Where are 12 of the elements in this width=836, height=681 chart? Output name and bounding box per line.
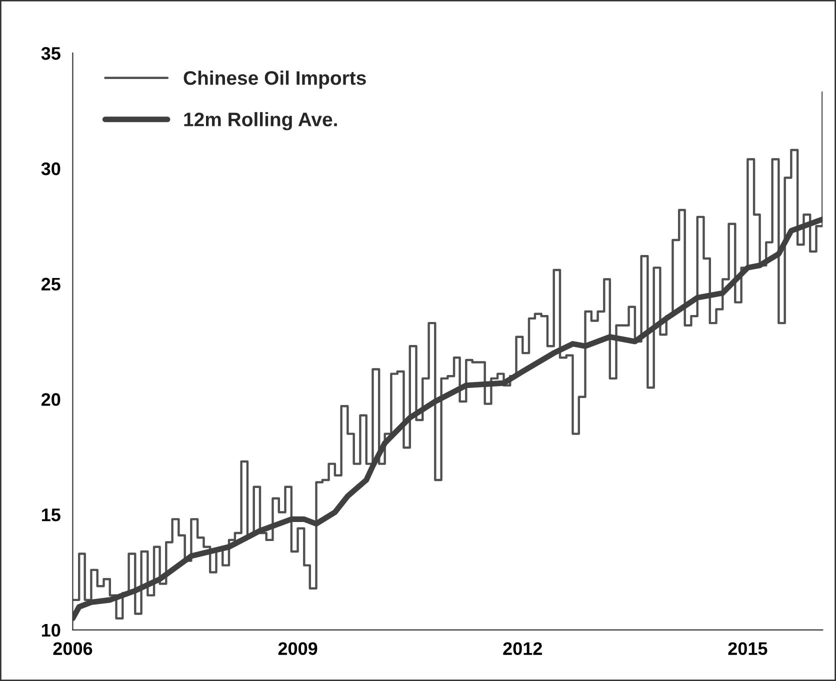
y-tick-label: 25 [41,278,60,291]
y-tick-label: 15 [42,508,60,522]
y-tick-label: 30 [41,162,60,176]
y-tick-label: 20 [41,393,60,406]
legend-label: 12m Rolling Ave. [184,112,337,130]
x-tick-label: 2006 [53,642,92,655]
x-tick-label: 2015 [728,642,768,655]
y-tick-label: 10 [42,624,60,637]
x-tick-label: 2012 [503,642,542,655]
legend-label: Chinese Oil Imports [184,70,366,89]
x-tick-label: 2009 [278,642,318,655]
y-tick-label: 35 [41,47,60,60]
